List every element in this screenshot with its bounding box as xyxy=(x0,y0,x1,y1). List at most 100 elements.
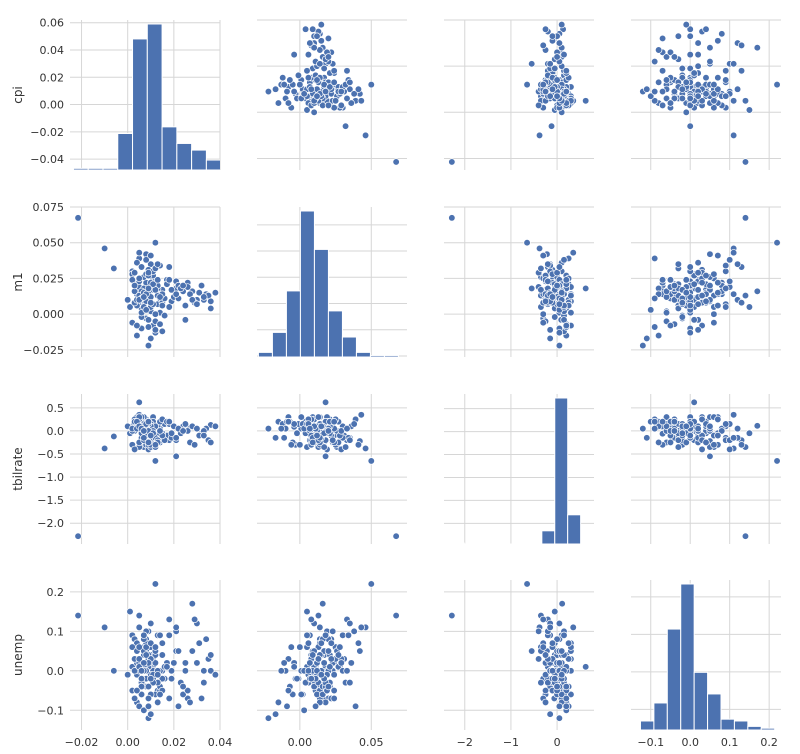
point-m1-unemp-139 xyxy=(686,301,694,310)
point-m1-unemp-133 xyxy=(737,299,746,307)
point-tbilrate-cpi-148 xyxy=(165,418,173,426)
hist-bar-cpi-5 xyxy=(146,23,163,170)
panel-unemp-vs-cpi xyxy=(70,580,221,730)
point-tbilrate-m1-107 xyxy=(346,436,354,444)
point-m1-cpi-141 xyxy=(188,296,196,304)
point-cpi-unemp-8 xyxy=(674,32,683,40)
point-tbilrate-m1-143 xyxy=(324,427,333,435)
xtick-cpi-1: 0.00 xyxy=(115,736,140,749)
point-m1-tbilrate-107 xyxy=(544,260,552,268)
point-tbilrate-m1-91 xyxy=(341,443,350,451)
point-tbilrate-cpi-147 xyxy=(207,438,215,447)
point-unemp-cpi-148 xyxy=(165,694,173,703)
point-tbilrate-unemp-7 xyxy=(706,452,714,460)
point-cpi-tbilrate-140 xyxy=(551,64,559,73)
point-unemp-cpi-146 xyxy=(211,671,220,679)
point-tbilrate-unemp-115 xyxy=(714,415,722,424)
point-unemp-m1-65 xyxy=(327,639,335,647)
point-cpi-tbilrate-123 xyxy=(562,87,570,96)
point-m1-cpi-123 xyxy=(144,284,153,293)
hist-bar-tbilrate-2 xyxy=(476,543,491,544)
point-unemp-m1-98 xyxy=(354,639,363,647)
point-unemp-tbilrate-145 xyxy=(548,667,557,675)
hist-bar-tbilrate-4 xyxy=(502,543,517,544)
point-m1-unemp-137 xyxy=(651,294,659,303)
point-cpi-unemp-137 xyxy=(651,57,659,66)
point-cpi-unemp-120 xyxy=(678,85,686,93)
point-m1-cpi-11 xyxy=(110,264,118,273)
point-m1-tbilrate-148 xyxy=(562,276,570,284)
point-cpi-m1-15 xyxy=(264,87,273,96)
point-tbilrate-m1-100 xyxy=(280,434,288,442)
point-unemp-cpi-129 xyxy=(186,698,194,707)
point-m1-cpi-12 xyxy=(151,239,160,247)
point-m1-tbilrate-98 xyxy=(539,251,547,260)
point-cpi-tbilrate-7 xyxy=(528,60,536,68)
point-tbilrate-unemp-50 xyxy=(643,434,651,442)
ytick-unemp-2: 0.1 xyxy=(47,625,65,638)
point-unemp-cpi-140 xyxy=(167,675,176,683)
point-m1-tbilrate-10 xyxy=(535,244,544,253)
hist-bar-m1-5 xyxy=(327,310,343,357)
point-unemp-m1-75 xyxy=(330,686,338,695)
point-cpi-unemp-98 xyxy=(714,85,722,93)
point-cpi-unemp-88 xyxy=(662,94,671,103)
point-cpi-m1-116 xyxy=(326,83,334,91)
point-m1-unemp-128 xyxy=(706,281,714,290)
point-unemp-m1-67 xyxy=(344,631,353,639)
point-m1-cpi-144 xyxy=(193,300,201,308)
point-cpi-unemp-133 xyxy=(737,41,746,50)
point-m1-cpi-51 xyxy=(133,259,141,267)
point-m1-unemp-16 xyxy=(654,331,663,340)
point-m1-tbilrate-88 xyxy=(567,309,575,317)
point-m1-unemp-100 xyxy=(694,326,702,334)
point-cpi-unemp-0 xyxy=(741,158,750,166)
point-tbilrate-cpi-145 xyxy=(200,431,208,440)
panel-m1-vs-cpi xyxy=(70,206,221,357)
ytick-tbilrate-1: −1.5 xyxy=(37,494,64,507)
point-cpi-unemp-3 xyxy=(658,34,667,43)
point-m1-cpi-63 xyxy=(130,269,139,277)
point-m1-cpi-113 xyxy=(144,269,153,277)
point-m1-tbilrate-13 xyxy=(582,284,590,293)
point-cpi-m1-147 xyxy=(309,25,317,33)
point-unemp-tbilrate-91 xyxy=(537,678,545,687)
xtick-cpi-2: 0.02 xyxy=(162,736,187,749)
point-unemp-cpi-8 xyxy=(200,678,208,687)
point-m1-unemp-78 xyxy=(678,313,686,321)
point-cpi-m1-124 xyxy=(313,92,321,100)
point-unemp-cpi-37 xyxy=(140,706,148,714)
ytick-m1-1: −0.025 xyxy=(23,344,64,357)
point-unemp-cpi-67 xyxy=(156,631,164,639)
point-unemp-m1-125 xyxy=(329,627,337,635)
point-cpi-unemp-12 xyxy=(773,80,781,89)
panel-tbilrate-vs-unemp xyxy=(631,394,781,544)
point-cpi-tbilrate-124 xyxy=(553,92,561,100)
point-m1-tbilrate-122 xyxy=(539,310,547,318)
point-unemp-cpi-123 xyxy=(144,682,153,691)
point-tbilrate-cpi-7 xyxy=(172,452,180,460)
point-tbilrate-unemp-123 xyxy=(670,418,679,426)
point-m1-unemp-51 xyxy=(694,259,702,267)
point-m1-unemp-14 xyxy=(706,250,714,258)
point-cpi-m1-59 xyxy=(357,97,365,105)
point-m1-cpi-18 xyxy=(126,303,134,311)
point-m1-cpi-92 xyxy=(144,316,153,324)
point-unemp-tbilrate-146 xyxy=(558,671,566,679)
point-cpi-tbilrate-148 xyxy=(562,67,570,75)
point-m1-cpi-15 xyxy=(144,341,153,350)
point-cpi-tbilrate-11 xyxy=(547,122,556,130)
point-unemp-m1-144 xyxy=(306,659,314,667)
panel-tbilrate-vs-m1 xyxy=(257,394,407,544)
point-unemp-cpi-38 xyxy=(158,651,166,659)
point-m1-tbilrate-145 xyxy=(548,293,557,301)
point-tbilrate-unemp-95 xyxy=(698,415,706,424)
point-tbilrate-m1-59 xyxy=(357,411,365,419)
point-unemp-tbilrate-118 xyxy=(541,671,550,679)
point-cpi-m1-108 xyxy=(300,90,308,98)
point-tbilrate-unemp-63 xyxy=(698,445,706,454)
point-tbilrate-unemp-52 xyxy=(666,438,675,447)
xtick-tbilrate-1: −1 xyxy=(503,736,519,749)
point-cpi-unemp-126 xyxy=(662,53,671,61)
point-unemp-tbilrate-147 xyxy=(541,651,550,659)
